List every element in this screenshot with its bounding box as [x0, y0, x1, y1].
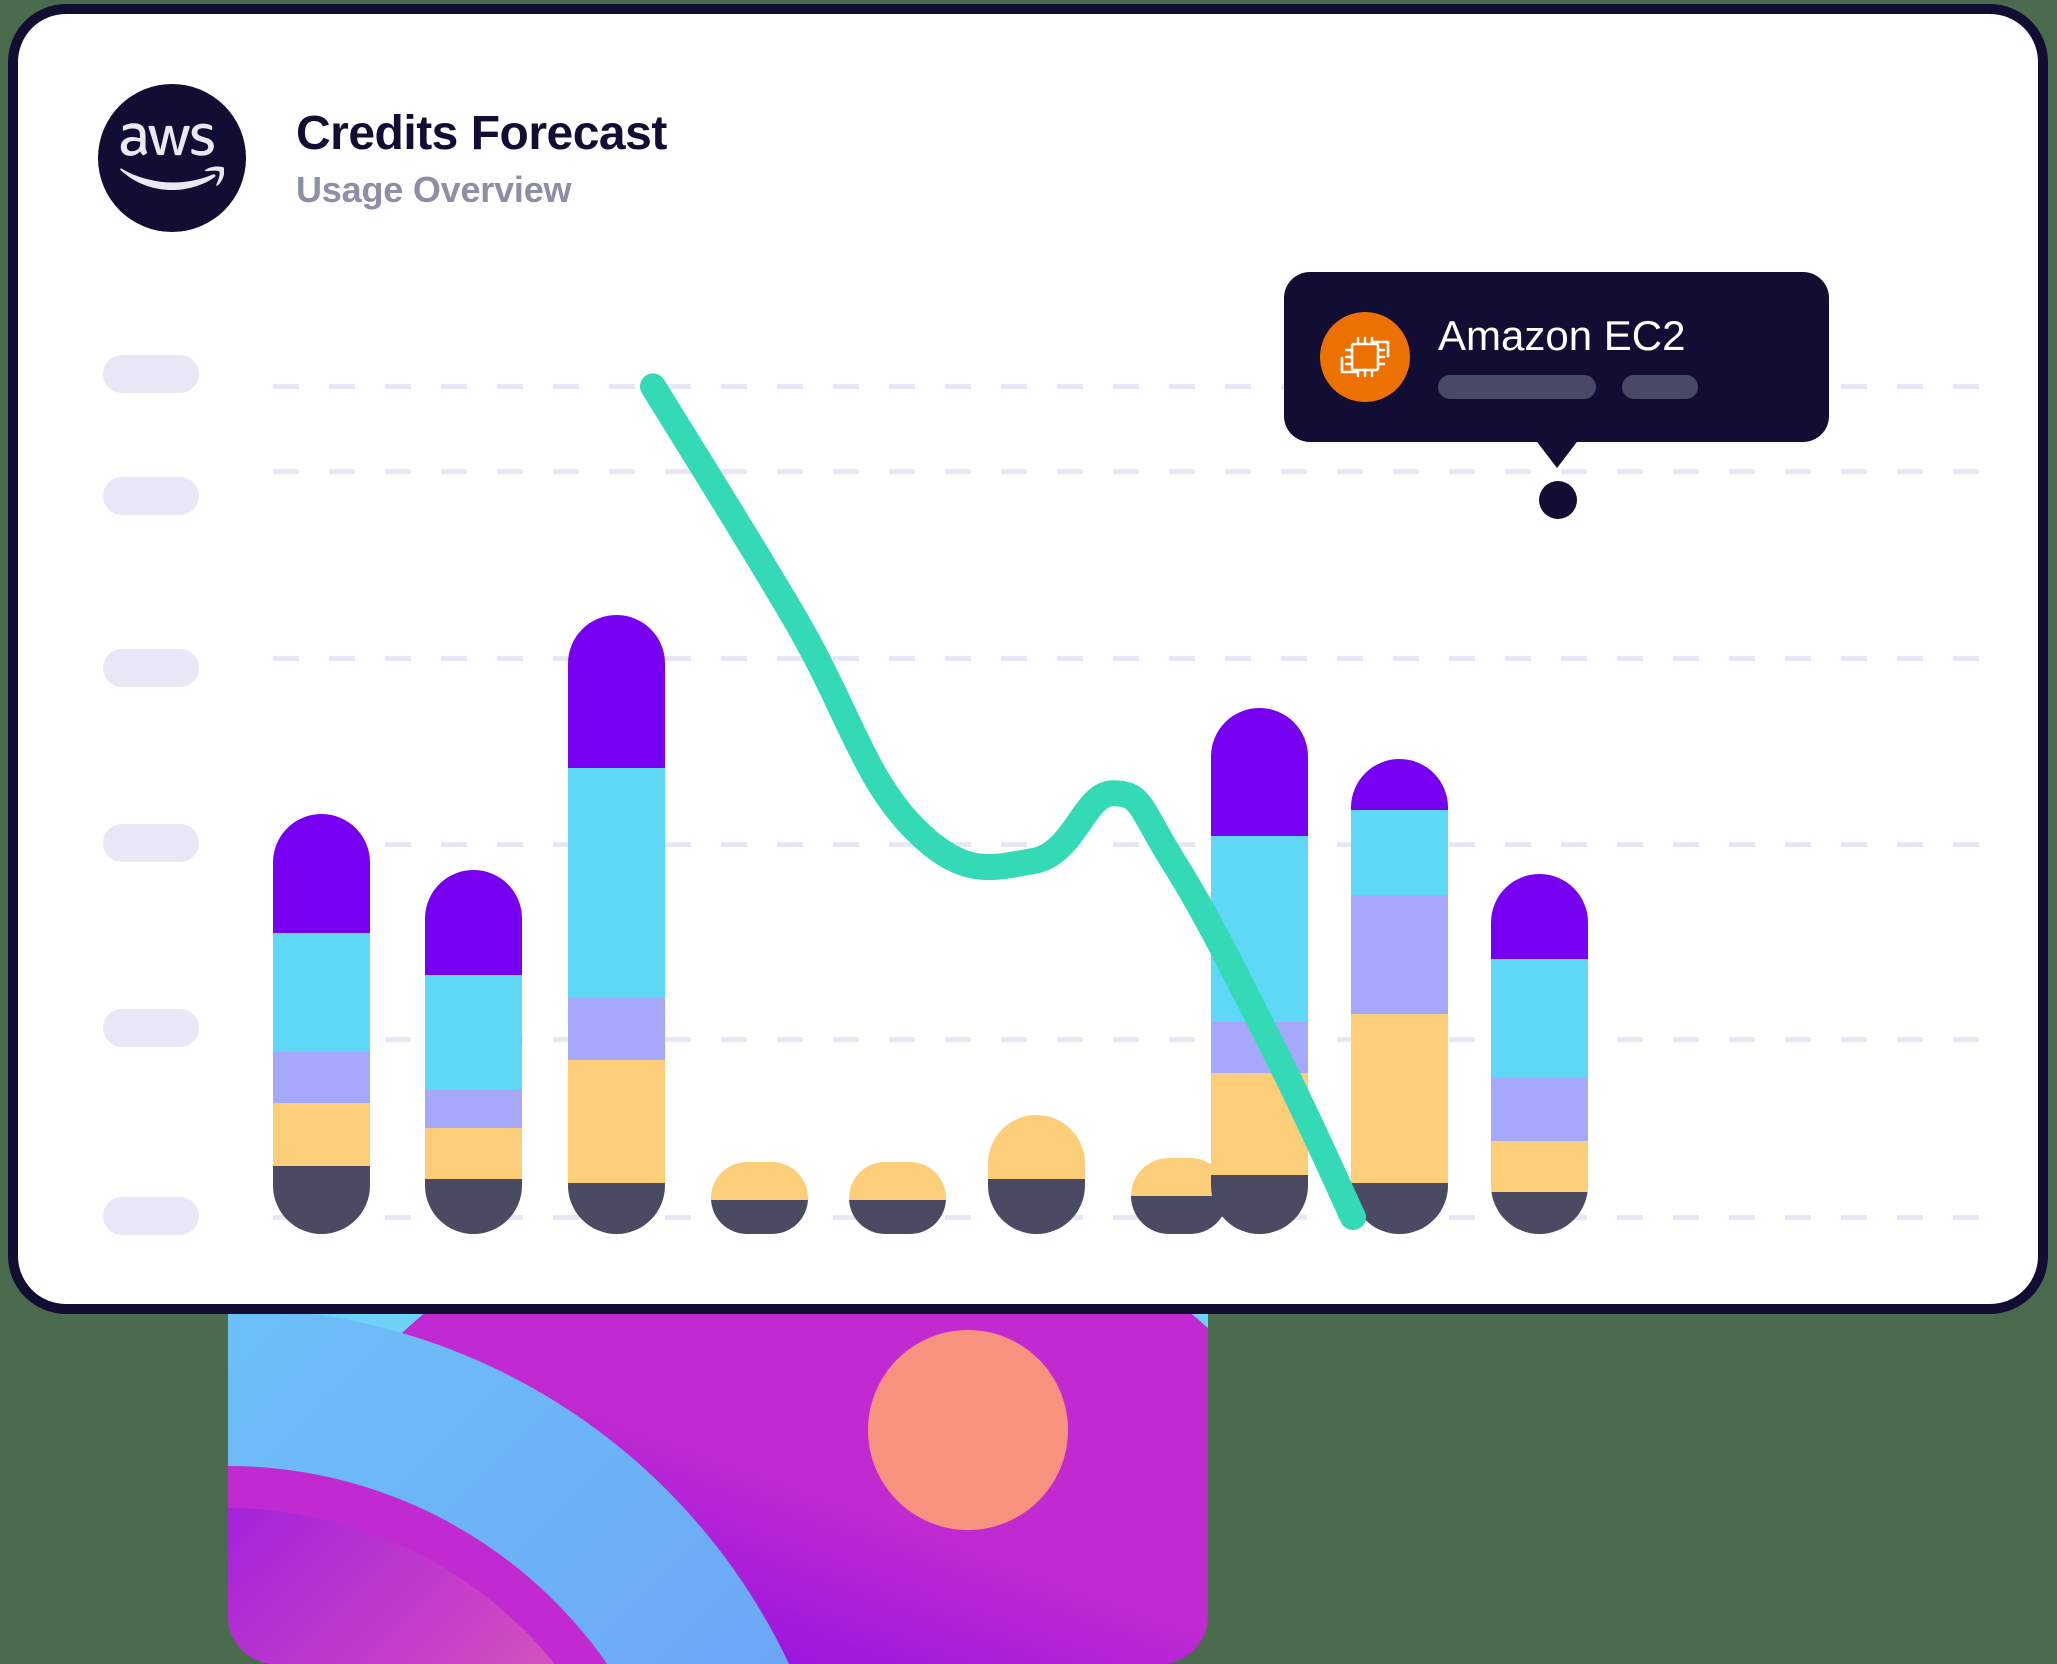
chart-bar-segment	[711, 1161, 808, 1201]
y-axis-label-placeholder	[103, 1197, 199, 1235]
chart-bar-segment	[425, 975, 522, 1090]
chart-bar-segment	[1351, 810, 1448, 895]
chart-bar-segment	[1211, 1174, 1308, 1234]
y-axis-label-placeholder	[103, 477, 199, 515]
header-titles: Credits Forecast Usage Overview	[296, 106, 667, 211]
chart-bar-segment	[711, 1200, 808, 1234]
chart-bar-segment	[1211, 1072, 1308, 1175]
chart-bar-segment	[988, 1178, 1085, 1234]
y-axis-label-placeholder	[103, 355, 199, 393]
tooltip-service-name: Amazon EC2	[1438, 312, 1686, 359]
amazon-ec2-icon	[1320, 312, 1410, 402]
chart-bar[interactable]	[988, 1115, 1085, 1234]
chart-bar-segment	[1491, 873, 1588, 959]
chart-bar-segment	[568, 767, 665, 997]
chart-bar-segment	[568, 1183, 665, 1234]
y-axis-label-placeholder	[103, 824, 199, 862]
chart-bar-segment	[1351, 759, 1448, 811]
chart-bar-segment	[988, 1115, 1085, 1179]
page-subtitle: Usage Overview	[296, 168, 572, 210]
chart-bar[interactable]	[1351, 759, 1448, 1234]
chart-bar[interactable]	[1211, 708, 1308, 1234]
chart-bar-segment	[1491, 958, 1588, 1078]
chart-bar-segment	[273, 1051, 370, 1103]
page-title: Credits Forecast	[296, 106, 667, 160]
chart-bar-segment	[273, 933, 370, 1052]
chart-bar-segment	[425, 1178, 522, 1234]
chart-plot-area	[273, 344, 1993, 1234]
chart-bar-segment	[1211, 708, 1308, 836]
chart-bar-segment	[568, 996, 665, 1061]
chart-bar-segment	[568, 1060, 665, 1184]
y-axis-label-placeholder	[103, 1009, 199, 1047]
gradient-arcs-graphic	[228, 1308, 1208, 1664]
tooltip-arrow-icon	[1531, 434, 1583, 468]
tooltip-body: Amazon EC2	[1438, 315, 1698, 399]
chart-bar[interactable]	[1491, 873, 1588, 1234]
chart-tooltip[interactable]: Amazon EC2	[1284, 272, 1829, 442]
tooltip-placeholder-bar	[1622, 375, 1698, 399]
chart-bar-segment	[273, 814, 370, 934]
y-axis-labels	[103, 349, 213, 1235]
tooltip-placeholder-bars	[1438, 375, 1698, 399]
chart-bars	[273, 344, 1993, 1234]
chart-bar[interactable]	[425, 869, 522, 1234]
card-header: Credits Forecast Usage Overview	[98, 84, 667, 232]
chart-bar-segment	[849, 1200, 946, 1234]
chart-bar-segment	[1211, 835, 1308, 1023]
chart-bar-segment	[425, 1089, 522, 1129]
chart-selected-point[interactable]	[1539, 481, 1577, 519]
chart-bar[interactable]	[849, 1161, 946, 1234]
chart-bar-segment	[849, 1161, 946, 1201]
chart-bar-segment	[425, 869, 522, 976]
chart-bar-segment	[1491, 1077, 1588, 1141]
y-axis-label-placeholder	[103, 649, 199, 687]
chart-bar[interactable]	[568, 615, 665, 1234]
chart-bar-segment	[1351, 894, 1448, 1014]
chart-bar-segment	[568, 615, 665, 768]
chart-bar[interactable]	[273, 814, 370, 1234]
chart-bar-segment	[1491, 1140, 1588, 1192]
chart-bar-segment	[1211, 1022, 1308, 1073]
chart-bar-segment	[1491, 1191, 1588, 1234]
chart-bar-segment	[425, 1128, 522, 1179]
aws-logo-icon	[98, 84, 246, 232]
chart-bar[interactable]	[711, 1161, 808, 1234]
chart-bar-segment	[1351, 1013, 1448, 1184]
chart-bar-segment	[273, 1166, 370, 1234]
tooltip-placeholder-bar	[1438, 375, 1596, 399]
chart-bar-segment	[273, 1102, 370, 1167]
chart-bar-segment	[1351, 1183, 1448, 1234]
dashboard-card: Credits Forecast Usage Overview	[8, 4, 2048, 1314]
